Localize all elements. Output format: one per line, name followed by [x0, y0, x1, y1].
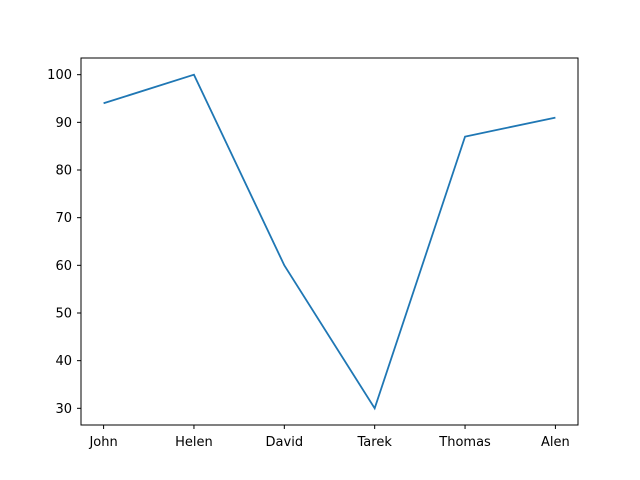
- series-line: [103, 73, 556, 411]
- x-axis: John Helen David Tarek Thomas Alen: [88, 425, 570, 450]
- plot-area: John Helen David Tarek Thomas Alen 30 40 50 60 70…: [47, 57, 579, 450]
- x-tick-label-thomas: Thomas: [438, 435, 491, 450]
- y-tick-label-50: 50: [55, 306, 72, 321]
- y-tick-label-70: 70: [55, 211, 72, 226]
- y-axis: 30 40 50 60 70 80 90 100: [47, 68, 81, 417]
- x-tick-label-david: David: [266, 435, 304, 450]
- x-tick-label-john: John: [88, 435, 117, 450]
- x-tick-label-tarek: Tarek: [357, 435, 393, 450]
- y-tick-label-80: 80: [55, 164, 72, 179]
- axes-frame: [80, 57, 579, 426]
- y-tick-label-40: 40: [55, 354, 72, 369]
- x-tick-label-helen: Helen: [175, 435, 213, 450]
- y-tick-label-100: 100: [47, 68, 72, 83]
- x-tick-label-alen: Alen: [541, 435, 570, 450]
- y-tick-label-30: 30: [55, 402, 72, 417]
- y-tick-label-60: 60: [55, 259, 72, 274]
- series-layer: [103, 73, 556, 411]
- y-tick-label-90: 90: [55, 116, 72, 131]
